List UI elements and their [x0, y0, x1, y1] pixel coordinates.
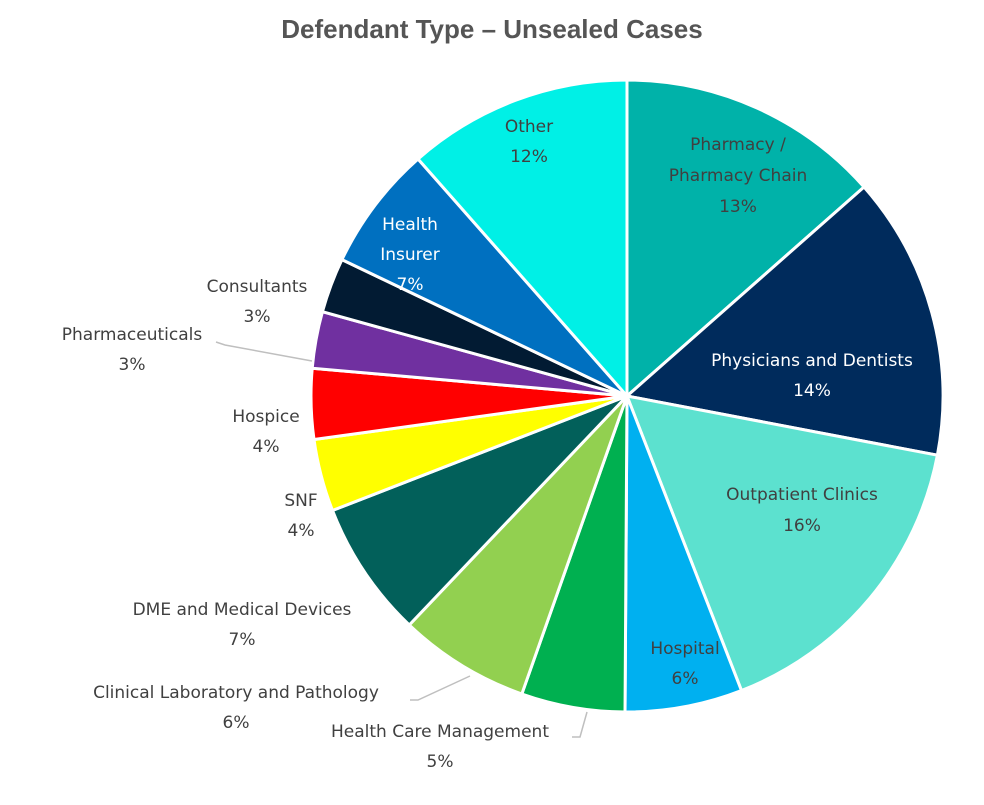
- slice-label-health-care-management: Health Care Management 5%: [331, 722, 549, 772]
- slice-label-hospital: Hospital 6%: [650, 639, 719, 689]
- slice-name-dme-and-medical-devices: DME and Medical Devices: [133, 600, 352, 620]
- slice-label-other: Other 12%: [505, 117, 553, 167]
- slice-label-clinical-laboratory-and-pathology: Clinical Laboratory and Pathology 6%: [93, 683, 379, 733]
- pie-slice-other: [415, 78, 629, 400]
- slice-name-consultants: Consultants: [207, 277, 308, 297]
- slice-name-other: Other: [505, 117, 553, 137]
- slice-label-snf: SNF 4%: [284, 491, 317, 541]
- leader-line-clinical-laboratory-and-pathology: [410, 675, 471, 701]
- slice-name-health-insurer: Health: [382, 215, 438, 235]
- slice-label-pharmaceuticals: Pharmaceuticals 3%: [62, 325, 203, 375]
- slice-name-clinical-laboratory-and-pathology: Clinical Laboratory and Pathology: [93, 683, 379, 703]
- slice-name-health-insurer: Insurer: [380, 245, 439, 265]
- slice-label-consultants: Consultants 3%: [207, 277, 308, 327]
- slice-label-physicians-and-dentists: Physicians and Dentists 14%: [711, 351, 913, 401]
- slice-percent-health-insurer: 7%: [397, 275, 424, 295]
- slice-percent-consultants: 3%: [244, 307, 271, 327]
- slice-label-health-insurer: Health Insurer 7%: [380, 215, 439, 295]
- slice-label-outpatient-clinics: Outpatient Clinics 16%: [726, 485, 878, 536]
- slice-name-pharmacy-pharmacy-chain: Pharmacy Chain: [669, 166, 807, 186]
- slice-percent-dme-and-medical-devices: 7%: [229, 630, 256, 650]
- slice-name-hospital: Hospital: [650, 639, 719, 659]
- slice-percent-other: 12%: [510, 147, 548, 167]
- pie-slice-physicians-and-dentists: [623, 184, 945, 457]
- pie-slice-hospital: [623, 395, 744, 714]
- slice-name-snf: SNF: [284, 491, 317, 511]
- leader-line-health-care-management: [572, 711, 588, 738]
- slice-label-pharmacy-pharmacy-chain: Pharmacy / Pharmacy Chain 13%: [669, 135, 807, 217]
- slice-percent-snf: 4%: [288, 521, 315, 541]
- slice-label-dme-and-medical-devices: DME and Medical Devices 7%: [133, 600, 352, 650]
- pie-slice-clinical-laboratory-and-pathology: [407, 394, 629, 696]
- slice-percent-pharmacy-pharmacy-chain: 13%: [719, 197, 757, 217]
- slice-percent-clinical-laboratory-and-pathology: 6%: [223, 713, 250, 733]
- slice-name-pharmaceuticals: Pharmaceuticals: [62, 325, 203, 345]
- pie-slice-outpatient-clinics: [624, 394, 940, 693]
- slice-name-physicians-and-dentists: Physicians and Dentists: [711, 351, 913, 371]
- slice-name-pharmacy-pharmacy-chain: Pharmacy /: [690, 135, 786, 155]
- slice-name-health-care-management: Health Care Management: [331, 722, 549, 742]
- pie-slice-health-insurer: [339, 156, 629, 398]
- slice-label-hospice: Hospice 4%: [232, 407, 299, 457]
- pie-slice-dme-and-medical-devices: [330, 394, 629, 628]
- slice-percent-hospice: 4%: [253, 437, 280, 457]
- slice-percent-health-care-management: 5%: [427, 752, 454, 772]
- slice-percent-outpatient-clinics: 16%: [783, 516, 821, 536]
- slice-percent-pharmaceuticals: 3%: [119, 355, 146, 375]
- slice-name-outpatient-clinics: Outpatient Clinics: [726, 485, 878, 505]
- slice-name-hospice: Hospice: [232, 407, 299, 427]
- leader-line-pharmaceuticals: [215, 341, 313, 362]
- slice-percent-hospital: 6%: [672, 669, 699, 689]
- pie-slice-pharmacy-pharmacy-chain: [625, 78, 867, 400]
- chart-title: Defendant Type – Unsealed Cases: [281, 14, 703, 44]
- slice-percent-physicians-and-dentists: 14%: [793, 381, 831, 401]
